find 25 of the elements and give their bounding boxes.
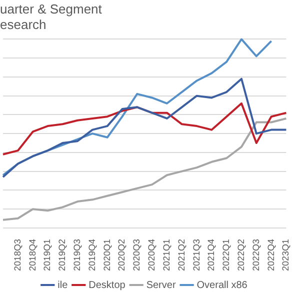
legend-label: Desktop [88, 280, 126, 291]
x-tick-label: 2019Q3 [72, 238, 82, 272]
x-tick-label: 2018Q3 [12, 238, 22, 272]
legend-label: Overall x86 [196, 280, 248, 291]
x-tick-label: 2019Q2 [57, 238, 68, 272]
x-tick-label: 2019Q4 [86, 238, 97, 272]
x-tick-label: 2021Q1 [161, 238, 172, 272]
x-tick-label: 2022Q4 [266, 238, 276, 272]
x-tick-label: 2021Q4 [206, 238, 216, 272]
x-tick-label: 2019Q1 [42, 238, 52, 272]
x-tick-label: 2020Q1 [102, 238, 112, 272]
x-tick-label: 2018Q4 [27, 238, 38, 272]
x-tick-label: 2020Q2 [116, 238, 127, 272]
legend-label: Server [146, 280, 176, 291]
legend-label: ile [58, 280, 68, 291]
x-tick-label: 2023Q1 [280, 238, 291, 272]
x-tick-label: 2022Q1 [221, 238, 232, 272]
x-tick-label: 2022Q3 [250, 238, 261, 272]
x-tick-label: 2020Q3 [132, 238, 142, 272]
x-tick-label: 2021Q3 [191, 238, 202, 272]
x-tick-label: 2021Q2 [176, 238, 186, 272]
chart-subtitle: esearch [0, 16, 46, 32]
x-tick-label: 2020Q4 [146, 238, 157, 272]
chart-title: uarter & Segment [0, 1, 102, 16]
x-tick-label: 2022Q2 [236, 238, 246, 272]
